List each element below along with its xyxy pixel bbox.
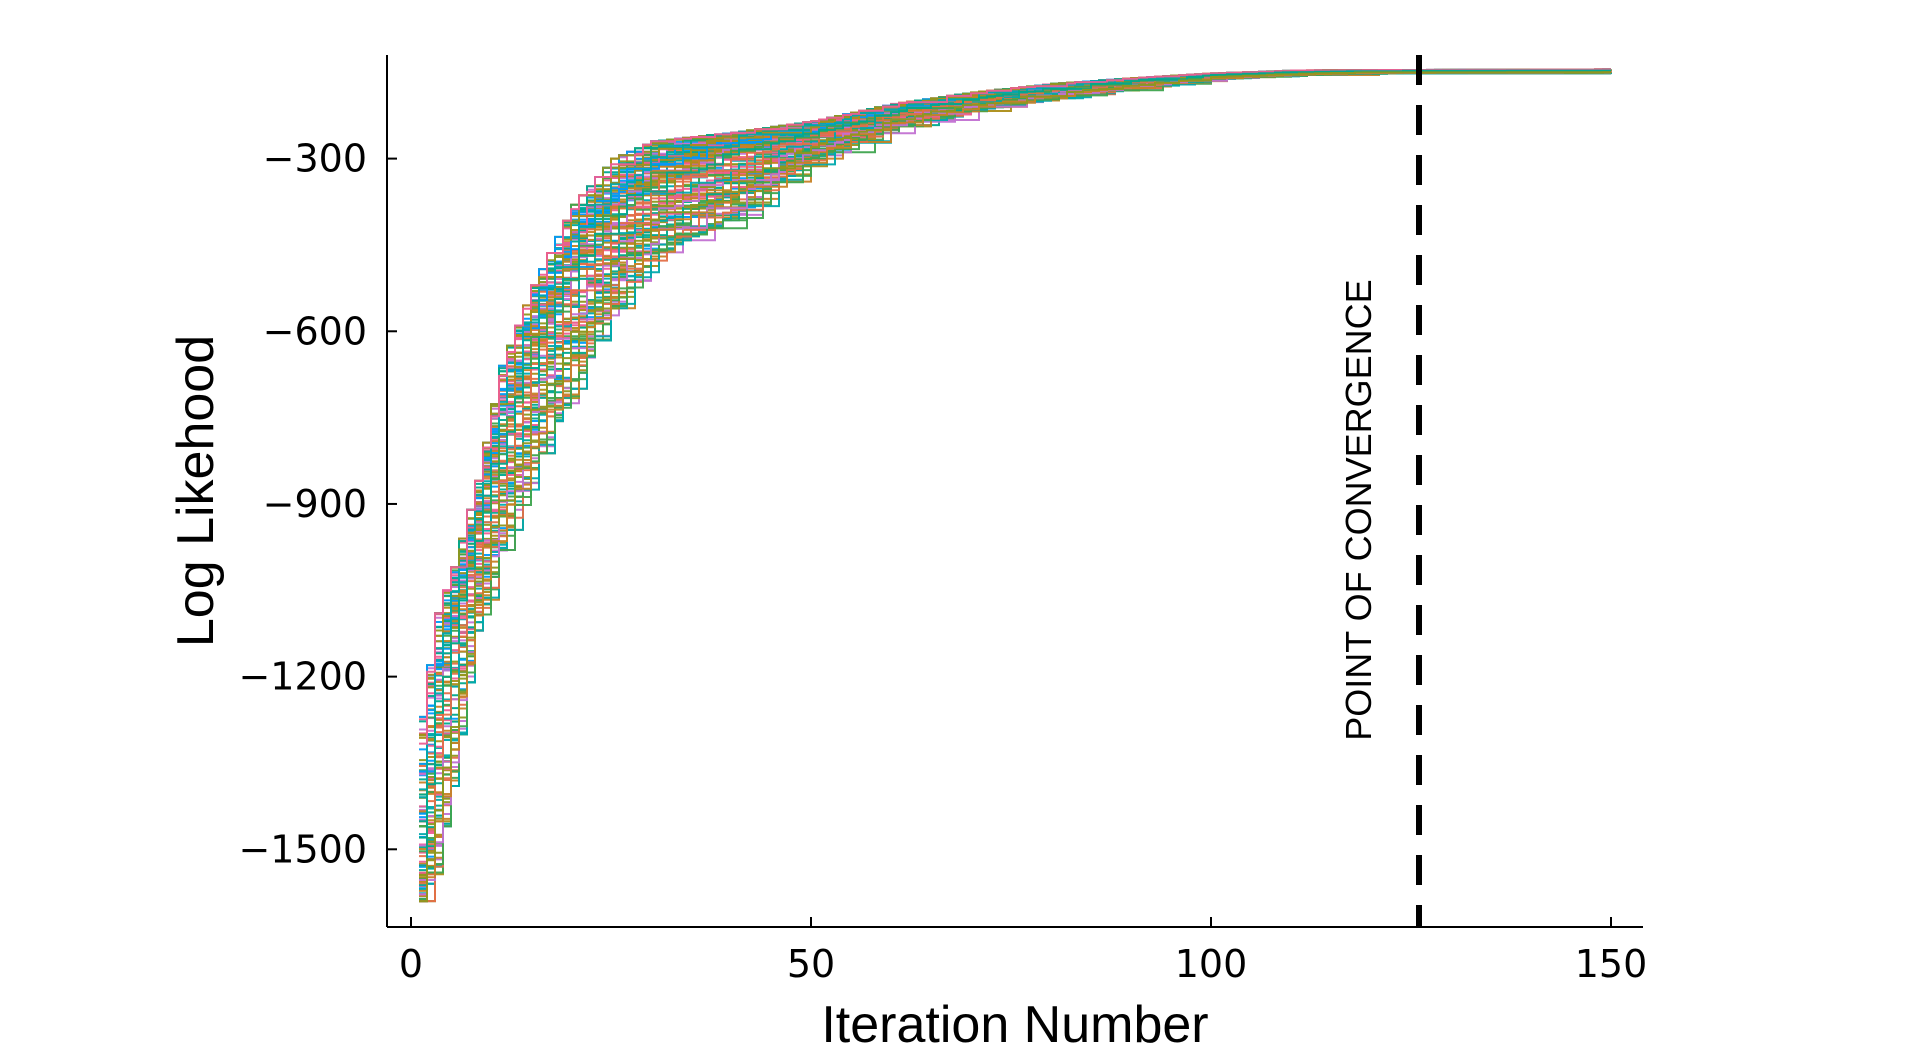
series-line: [419, 68, 1611, 799]
series-line: [419, 68, 1611, 718]
series-line: [419, 68, 1611, 723]
series-line: [419, 68, 1611, 854]
series-line: [419, 68, 1611, 823]
series-line: [419, 69, 1611, 808]
series-line: [419, 68, 1611, 811]
series-line: [419, 69, 1611, 872]
series-line: [419, 68, 1611, 745]
series-line: [419, 69, 1611, 815]
convergence-annotation: POINT OF CONVERGENCE: [1338, 279, 1379, 740]
x-ticks: 0 50 100 150: [399, 917, 1647, 986]
x-axis-title: Iteration Number: [821, 996, 1208, 1054]
y-tick-label: −1500: [238, 827, 367, 871]
series-line: [419, 68, 1612, 823]
series-line: [419, 69, 1611, 895]
series-line: [419, 68, 1611, 814]
y-tick-label: −300: [263, 137, 367, 181]
series-line: [419, 69, 1612, 767]
series-line: [419, 68, 1611, 777]
series-line: [419, 69, 1611, 853]
series-line: [419, 68, 1611, 776]
series-line: [419, 68, 1611, 796]
x-tick-label: 150: [1575, 942, 1648, 986]
series-line: [419, 68, 1611, 737]
y-ticks: −300 −600 −900 −1200 −1500: [238, 137, 397, 871]
series-line: [419, 68, 1611, 828]
x-tick-label: 100: [1175, 942, 1248, 986]
y-axis-title: Log Likehood: [167, 335, 225, 647]
series-line: [419, 68, 1612, 718]
x-tick-label: 0: [399, 942, 423, 986]
series-line: [419, 71, 1611, 886]
series-line: [419, 68, 1612, 736]
series-line: [419, 71, 1611, 881]
series-line: [419, 68, 1611, 813]
series-line: [419, 68, 1611, 819]
series-line: [419, 68, 1611, 808]
series-line: [419, 71, 1611, 884]
series-line: [419, 68, 1611, 751]
series-line: [419, 68, 1611, 775]
series-line: [419, 68, 1611, 731]
y-tick-label: −900: [263, 482, 367, 526]
series-line: [419, 68, 1611, 799]
series-line: [419, 68, 1612, 735]
series-line: [419, 68, 1611, 815]
series-line: [419, 69, 1611, 827]
y-tick-label: −1200: [238, 655, 367, 699]
series-line: [419, 68, 1611, 772]
series-line: [419, 68, 1611, 773]
series-layer: [419, 68, 1612, 903]
series-line: [419, 68, 1611, 765]
y-tick-label: −600: [263, 309, 367, 353]
series-line: [419, 69, 1611, 821]
series-line: [419, 69, 1611, 828]
x-tick-label: 50: [787, 942, 835, 986]
series-line: [419, 69, 1611, 762]
series-line: [419, 68, 1611, 721]
series-line: [419, 68, 1611, 765]
series-line: [419, 69, 1611, 813]
series-line: [419, 71, 1611, 903]
series-line: [419, 68, 1611, 781]
series-line: [419, 69, 1611, 858]
series-line: [419, 68, 1611, 739]
series-line: [419, 68, 1611, 799]
series-line: [419, 68, 1611, 796]
series-line: [419, 68, 1611, 773]
series-line: [419, 68, 1612, 736]
